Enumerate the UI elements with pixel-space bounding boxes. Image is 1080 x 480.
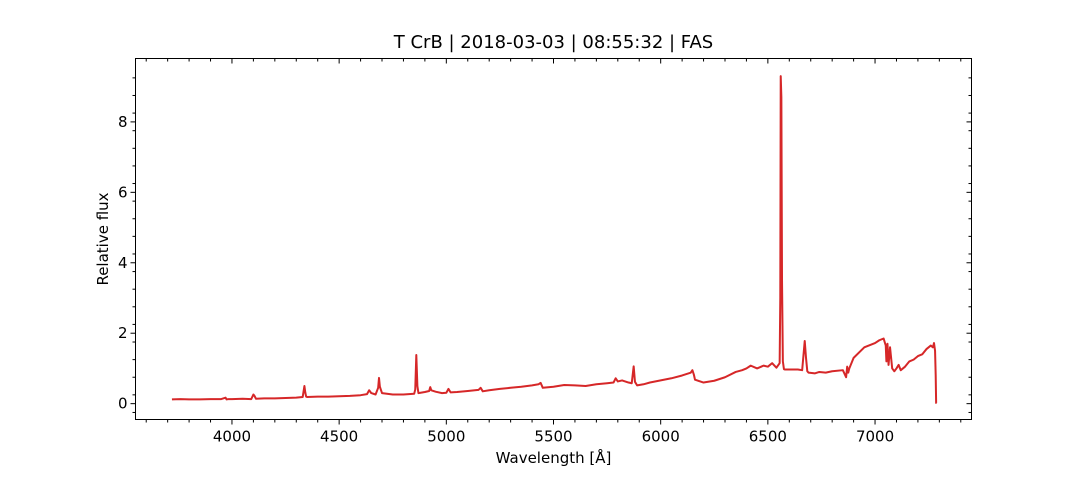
y-tick-label: 4 [118, 254, 128, 272]
x-tick-label: 6500 [749, 428, 787, 446]
y-tick-label: 8 [118, 113, 128, 131]
y-axis-ticks: 0 2 4 6 8 [118, 77, 972, 413]
y-tick-label: 6 [118, 183, 128, 201]
x-tick-label: 6000 [642, 428, 680, 446]
plot-frame [135, 58, 972, 420]
x-tick-label: 4500 [320, 428, 358, 446]
spectrum-line-0 [171, 75, 938, 404]
x-tick-label: 5500 [534, 428, 572, 446]
y-tick-label: 2 [118, 324, 128, 342]
chart-title: T CrB | 2018-03-03 | 08:55:32 | FAS [393, 32, 713, 53]
y-axis-label: Relative flux [94, 192, 112, 285]
x-axis-ticks: 4000 4500 5000 5500 6000 6500 7000 [145, 58, 962, 446]
plot-area [171, 75, 938, 404]
y-tick-label: 0 [118, 395, 128, 413]
x-axis-label: Wavelength [Å] [496, 448, 612, 467]
x-tick-label: 5000 [427, 428, 465, 446]
x-tick-label: 7000 [856, 428, 894, 446]
x-tick-label: 4000 [213, 428, 251, 446]
